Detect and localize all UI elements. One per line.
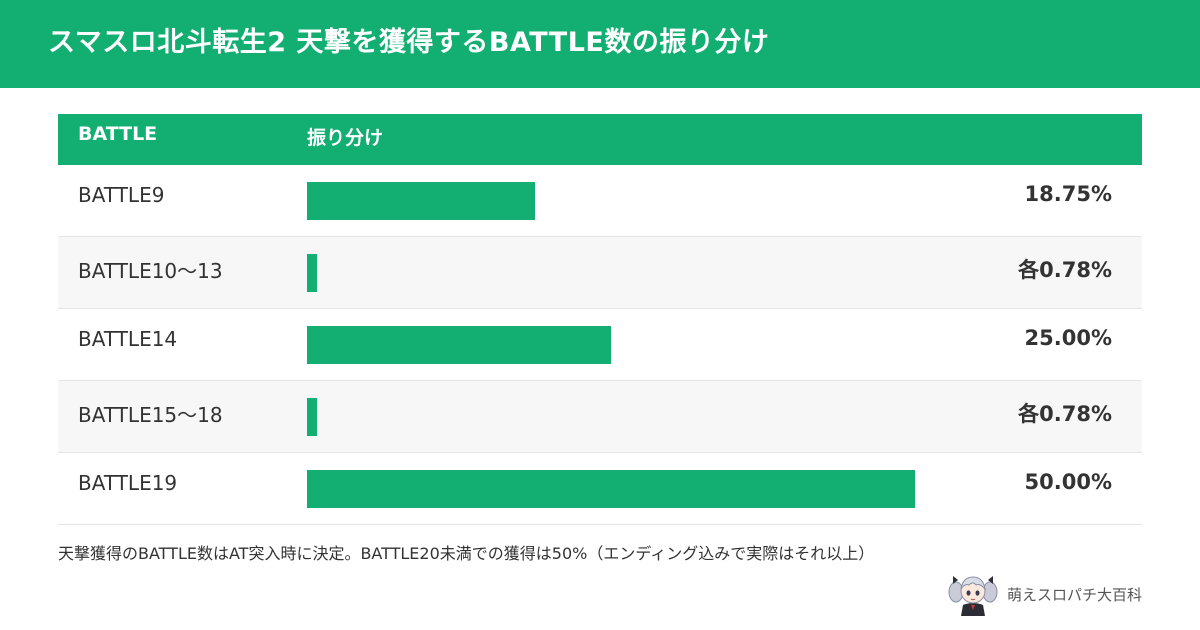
battle-label: BATTLE15〜18 <box>78 403 223 427</box>
bar-track <box>307 398 1067 436</box>
page-title: スマスロ北斗転生2 天撃を獲得するBATTLE数の振り分け <box>48 27 770 58</box>
table-body: BATTLE9 18.75% BATTLE10〜13 各0.78% BATTLE14 25… <box>58 165 1142 525</box>
table-row: BATTLE9 18.75% <box>58 165 1142 237</box>
bar-track <box>307 470 1067 508</box>
bar <box>307 398 317 436</box>
bar <box>307 470 915 508</box>
distribution-table: BATTLE 振り分け BATTLE9 18.75% BATTLE10〜13 各0.7… <box>58 114 1142 525</box>
brand-badge: 萌えスロパチ大百科 <box>947 572 1142 616</box>
data-label: 各0.78% <box>1018 258 1112 282</box>
table-header-row: BATTLE 振り分け <box>58 114 1142 165</box>
data-label: 50.00% <box>1024 470 1112 494</box>
battle-label: BATTLE9 <box>78 183 165 207</box>
footnote: 天撃獲得のBATTLE数はAT突入時に決定。BATTLE20未満での獲得は50%… <box>58 544 875 563</box>
table-row: BATTLE14 25.00% <box>58 309 1142 381</box>
bar <box>307 254 317 292</box>
bar <box>307 326 611 364</box>
brand-name: 萌えスロパチ大百科 <box>1006 585 1142 604</box>
table-row: BATTLE19 50.00% <box>58 453 1142 525</box>
battle-label: BATTLE19 <box>78 471 178 495</box>
battle-label: BATTLE10〜13 <box>78 259 223 283</box>
data-label: 各0.78% <box>1018 402 1112 426</box>
data-label: 25.00% <box>1024 326 1112 350</box>
bar-track <box>307 326 1067 364</box>
bar <box>307 182 535 220</box>
column-header-battle: BATTLE <box>78 123 158 145</box>
bar-track <box>307 254 1067 292</box>
table-row: BATTLE15〜18 各0.78% <box>58 381 1142 453</box>
header-bar: スマスロ北斗転生2 天撃を獲得するBATTLE数の振り分け <box>0 0 1200 88</box>
table-row: BATTLE10〜13 各0.78% <box>58 237 1142 309</box>
column-header-ratio: 振り分け <box>307 127 384 149</box>
battle-label: BATTLE14 <box>78 327 178 351</box>
mascot-icon <box>948 576 998 616</box>
bar-track <box>307 182 1067 220</box>
data-label: 18.75% <box>1024 182 1112 206</box>
